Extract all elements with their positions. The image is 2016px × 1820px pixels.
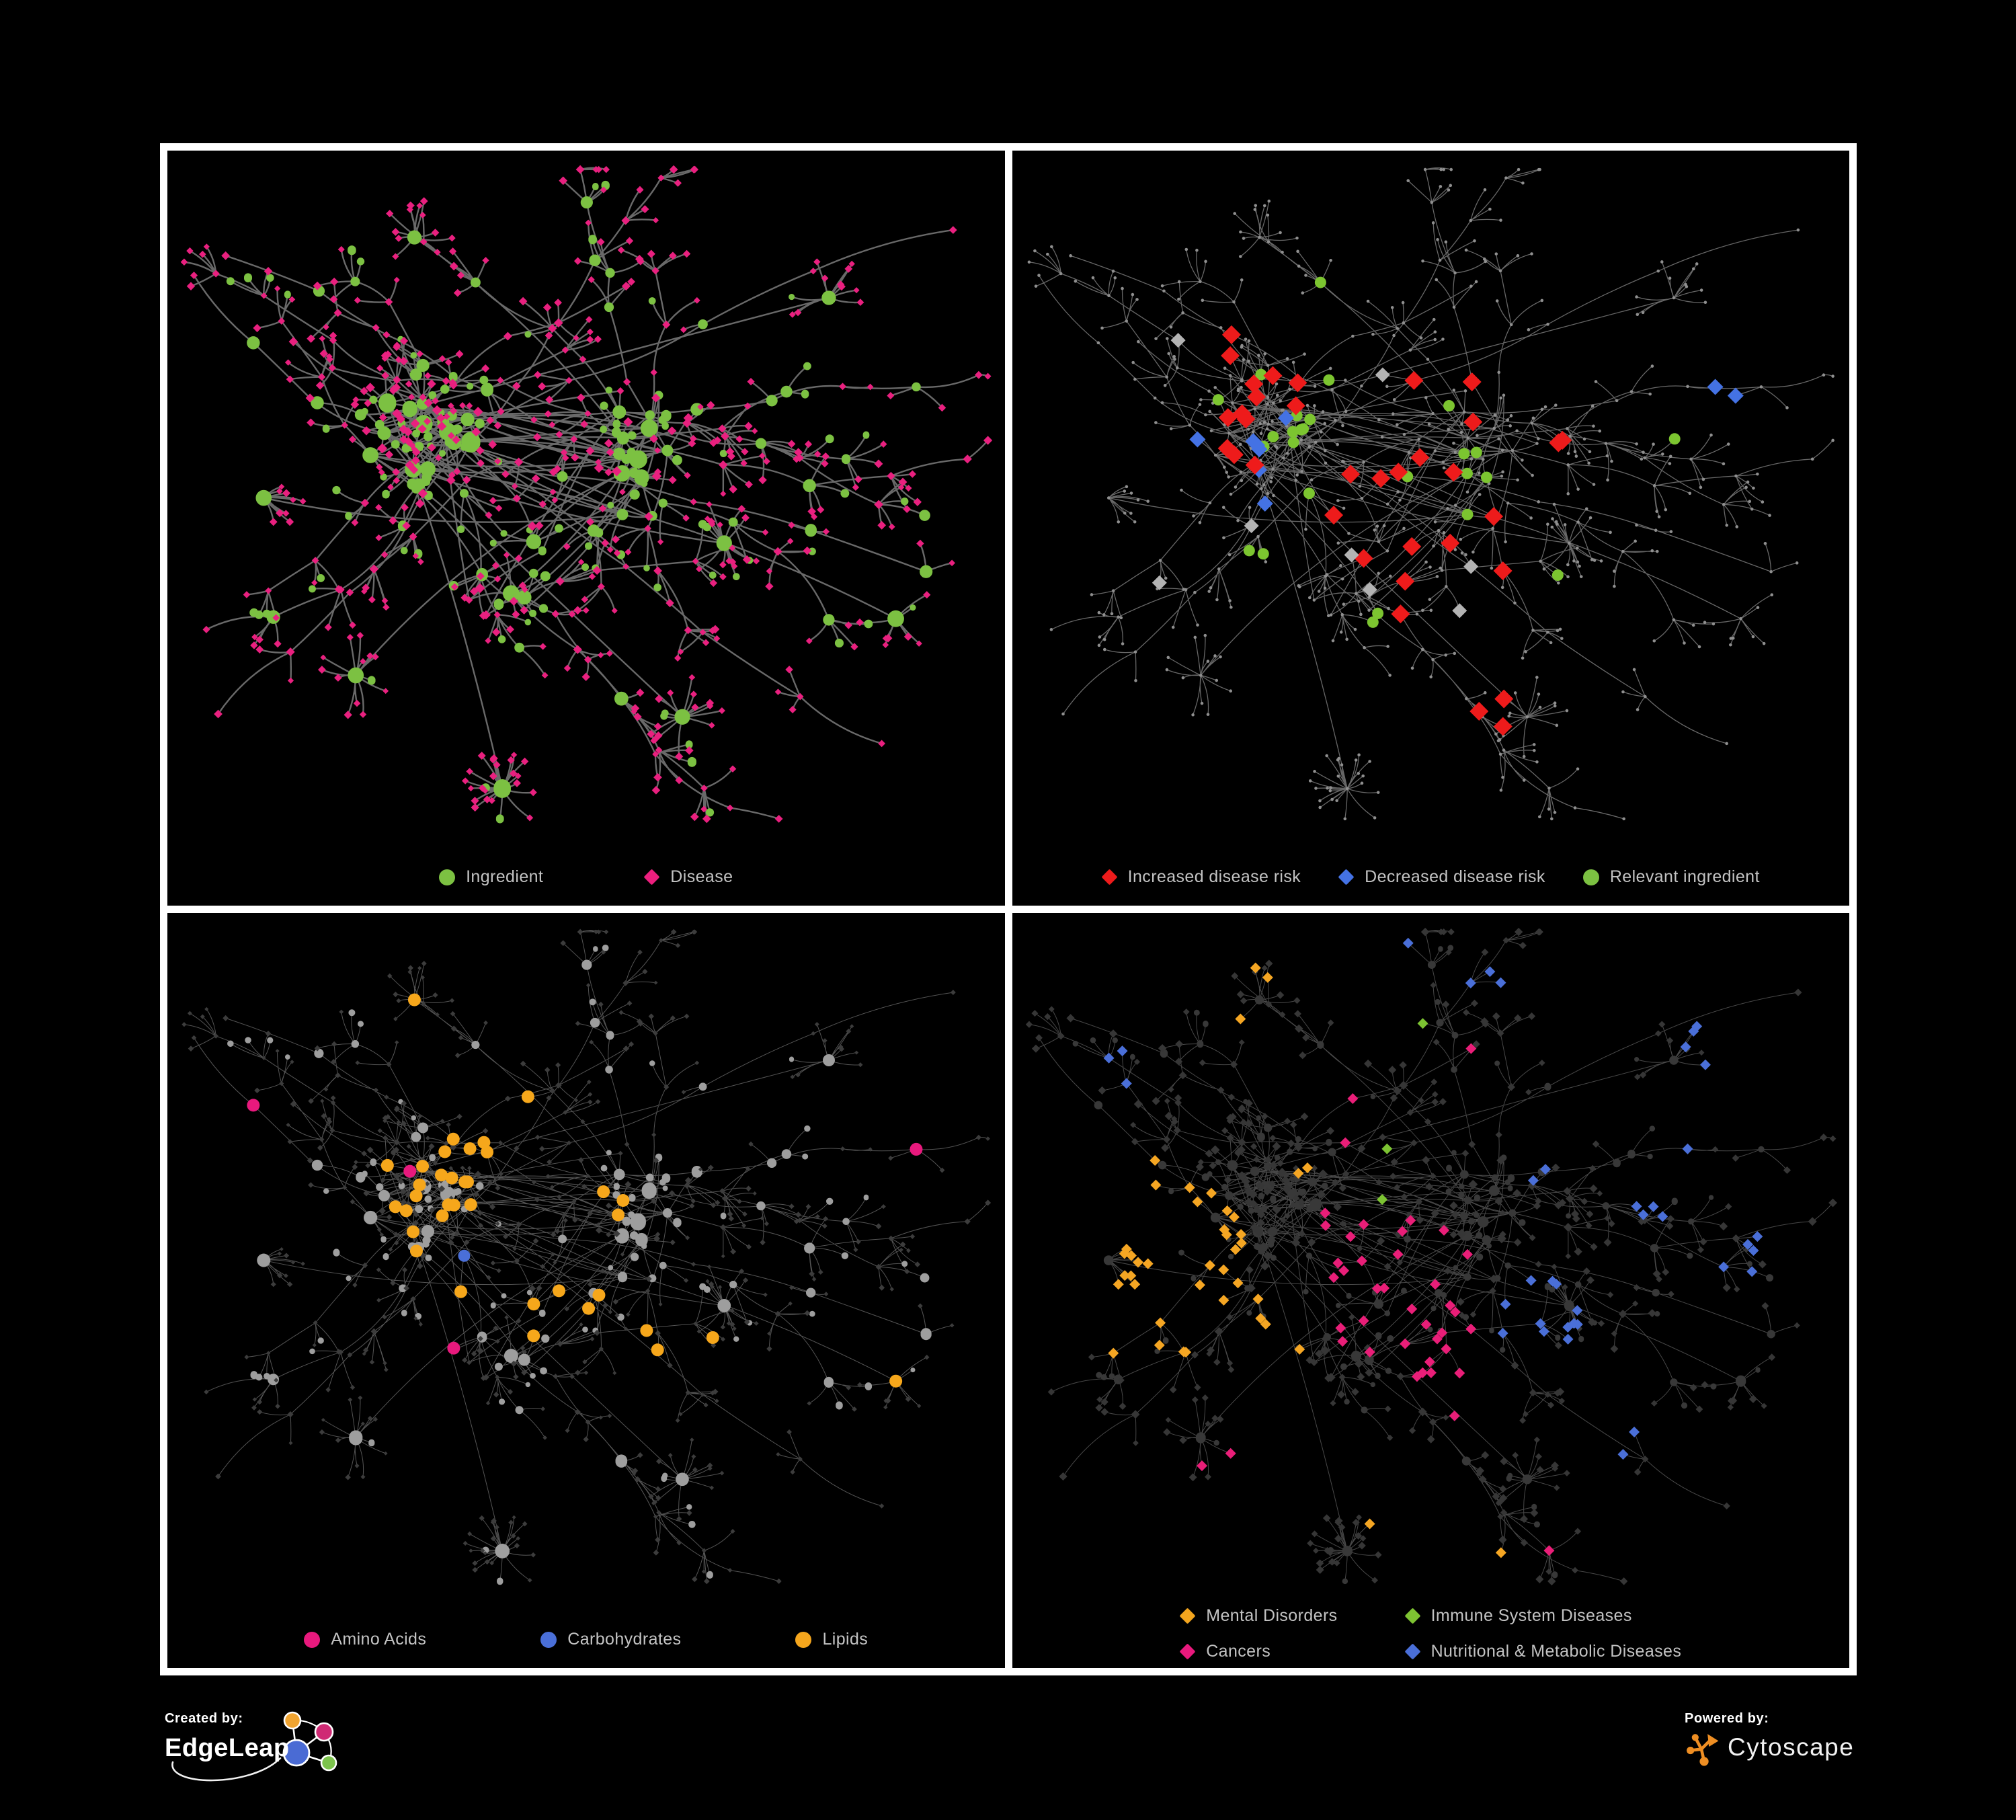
network-nodes-highlight [1107, 962, 1506, 1558]
legend-label: Lipids [822, 1630, 869, 1649]
created-by-block: Created by: EdgeLeap [165, 1711, 366, 1795]
network-edges [184, 930, 989, 1582]
legend-label: Increased disease risk [1127, 867, 1301, 886]
legend-item-mental-disorders: Mental Disorders [1179, 1606, 1338, 1626]
powered-by-label: Powered by: [1685, 1711, 1769, 1726]
edgeleap-logo-icon [171, 1711, 337, 1782]
diamond-marker-icon [1179, 1608, 1196, 1624]
legend-item-relevant-ingredient: Relevant ingredient [1582, 867, 1760, 887]
legend-item-increased-disease-risk: Increased disease risk [1101, 867, 1301, 887]
network-edges [183, 167, 989, 820]
legend-label: Disease [670, 867, 733, 886]
panel-grid: Ingredient Disease Increased disease risk… [160, 143, 1857, 1675]
diamond-marker-icon [643, 869, 660, 885]
diamond-marker-icon [1179, 1643, 1196, 1660]
circle-marker-icon [540, 1631, 557, 1648]
legend-item-disease: Disease [643, 867, 733, 887]
circle-marker-icon [304, 1631, 321, 1648]
created-by-label: Created by: [165, 1711, 243, 1726]
network-nodes-highlight [458, 1249, 471, 1262]
panel-disease-categories: Mental Disorders Immune System Diseases Ca… [1012, 913, 1850, 1668]
diamond-marker-icon [1404, 1643, 1421, 1660]
network-graph-macronutrients [182, 928, 992, 1585]
network-nodes [1027, 167, 1834, 821]
legend-label: Carbohydrates [567, 1630, 682, 1649]
network-graph-disease-categories [1025, 927, 1837, 1586]
legend-disease-risk: Increased disease risk Decreased disease … [1012, 867, 1850, 887]
legend-label: Immune System Diseases [1430, 1606, 1632, 1625]
legend-disease-categories: Mental Disorders Immune System Diseases Ca… [1012, 1606, 1850, 1661]
network-graph-disease-risk [1027, 167, 1834, 821]
cytoscape-logo-icon [1687, 1734, 1719, 1766]
network-nodes [182, 928, 992, 1585]
legend-item-cancers: Cancers [1179, 1642, 1337, 1661]
circle-marker-icon [1582, 869, 1599, 885]
legend-label: Cancers [1206, 1642, 1271, 1661]
circle-marker-icon [439, 869, 456, 885]
cytoscape-logo-text: Cytoscape [1728, 1733, 1855, 1761]
legend-ingredient-disease: Ingredient Disease [167, 867, 1005, 887]
legend-item-decreased-disease-risk: Decreased disease risk [1338, 867, 1545, 887]
network-graph-ingredient-disease [180, 165, 993, 824]
legend-item-carbohydrates: Carbohydrates [540, 1630, 681, 1649]
diamond-marker-icon [1101, 869, 1118, 885]
network-nodes-highlight [1103, 937, 1763, 1460]
network-nodes-highlight [1196, 1043, 1554, 1556]
panel-disease-risk: Increased disease risk Decreased disease … [1012, 151, 1850, 906]
diamond-marker-icon [1404, 1608, 1421, 1624]
legend-item-ingredient: Ingredient [439, 867, 543, 887]
network-nodes-highlight [1217, 325, 1572, 736]
legend-label: Decreased disease risk [1365, 867, 1545, 886]
network-edges [1028, 930, 1833, 1582]
diamond-marker-icon [1338, 869, 1355, 885]
edgeleap-logo-text: EdgeLeap [165, 1734, 290, 1762]
legend-label: Mental Disorders [1206, 1606, 1338, 1625]
legend-label: Nutritional & Metabolic Diseases [1430, 1642, 1682, 1661]
legend-item-nutritional-metabolic-diseases: Nutritional & Metabolic Diseases [1404, 1642, 1682, 1661]
legend-item-immune-system-diseases: Immune System Diseases [1404, 1606, 1682, 1626]
legend-label: Relevant ingredient [1609, 867, 1760, 886]
legend-macronutrients: Amino Acids Carbohydrates Lipids [167, 1630, 1005, 1649]
network-nodes [1025, 927, 1837, 1586]
legend-label: Amino Acids [331, 1630, 427, 1649]
legend-item-amino-acids: Amino Acids [304, 1630, 426, 1649]
network-nodes-highlight [247, 1099, 923, 1355]
legend-item-lipids: Lipids [795, 1630, 868, 1649]
panel-macronutrients: Amino Acids Carbohydrates Lipids [167, 913, 1005, 1668]
legend-label: Ingredient [466, 867, 544, 886]
circle-marker-icon [795, 1631, 812, 1648]
network-edges [1028, 167, 1833, 820]
panel-ingredient-disease: Ingredient Disease [167, 151, 1005, 906]
powered-by-block: Powered by: Cytoscape [1685, 1711, 1967, 1788]
